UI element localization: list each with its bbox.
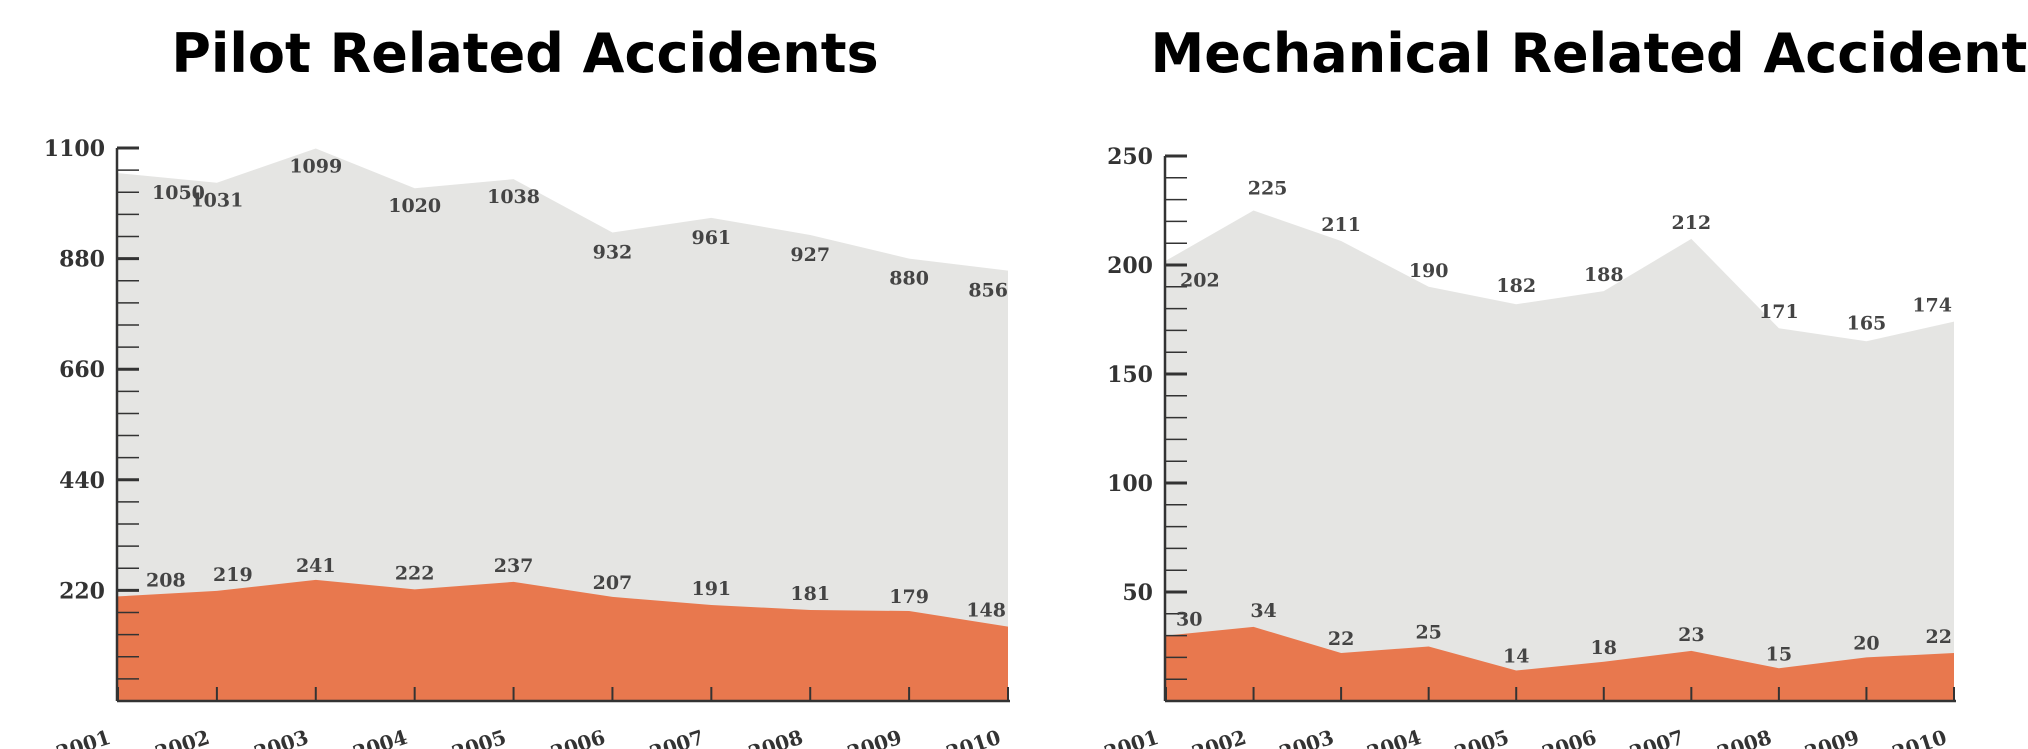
mechanical-related-area	[1166, 626, 1954, 701]
pilot-total-value-label: 856	[968, 280, 1008, 302]
mechanical-y-tick-label: 100	[1107, 471, 1153, 497]
pilot-y-tick-label: 880	[59, 247, 105, 273]
pilot-total-value-label: 1099	[289, 156, 342, 178]
pilot-related-value-label: 181	[790, 583, 830, 605]
mechanical-x-tick-label: 2009	[1802, 725, 1862, 749]
pilot-total-value-label: 961	[691, 227, 731, 249]
mechanical-total-value-label: 188	[1584, 264, 1624, 286]
pilot-total-value-label: 1050	[152, 182, 205, 204]
pilot-y-tick-label: 220	[59, 578, 105, 604]
mechanical-x-tick-label: 2006	[1539, 725, 1599, 749]
mechanical-related-value-label: 30	[1176, 609, 1202, 631]
mechanical-related-value-label: 23	[1678, 624, 1704, 646]
mechanical-x-tick-label: 2004	[1364, 725, 1424, 749]
pilot-chart-title: Pilot Related Accidents	[171, 22, 879, 85]
mechanical-total-value-label: 190	[1409, 260, 1449, 282]
mechanical-total-value-label: 174	[1912, 295, 1952, 317]
mechanical-y-tick-label: 200	[1107, 253, 1153, 279]
mechanical-total-value-label: 165	[1847, 312, 1887, 334]
mechanical-x-tick-label: 2001	[1101, 725, 1161, 749]
mechanical-total-value-label: 225	[1248, 178, 1288, 200]
pilot-total-value-label: 880	[889, 268, 929, 290]
pilot-related-area	[118, 579, 1008, 701]
pilot-total-area	[118, 148, 1008, 701]
mechanical-related-value-label: 20	[1853, 632, 1879, 654]
mechanical-total-value-label: 212	[1671, 212, 1711, 234]
mechanical-total-value-label: 171	[1759, 301, 1799, 323]
pilot-related-value-label: 191	[691, 578, 731, 600]
mechanical-x-tick-label: 2010	[1889, 725, 1949, 749]
pilot-total-value-label: 1020	[388, 195, 441, 217]
mechanical-total-area	[1166, 210, 1954, 701]
pilot-related-value-label: 241	[296, 555, 336, 577]
pilot-related-value-label: 237	[494, 555, 534, 577]
pilot-related-value-label: 208	[146, 569, 186, 591]
pilot-total-value-label: 1031	[190, 190, 243, 212]
pilot-related-value-label: 207	[593, 572, 633, 594]
pilot-related-value-label: 219	[213, 564, 253, 586]
pilot-y-tick-label: 1100	[44, 136, 105, 162]
pilot-total-value-label: 927	[790, 244, 830, 266]
mechanical-related-value-label: 22	[1328, 628, 1354, 650]
mechanical-x-tick-label: 2007	[1627, 725, 1687, 749]
pilot-y-tick-label: 660	[59, 357, 105, 383]
mechanical-x-tick-label: 2005	[1451, 725, 1511, 749]
pilot-total-value-label: 1038	[487, 186, 540, 208]
pilot-related-value-label: 179	[889, 586, 929, 608]
pilot-related-value-label: 222	[395, 562, 435, 584]
mechanical-x-tick-label: 2002	[1189, 725, 1249, 749]
mechanical-total-value-label: 202	[1180, 270, 1220, 292]
mechanical-y-tick-label: 150	[1107, 362, 1153, 388]
mechanical-related-value-label: 14	[1503, 645, 1529, 667]
mechanical-related-value-label: 34	[1250, 600, 1276, 622]
mechanical-related-value-label: 25	[1415, 622, 1441, 644]
mechanical-x-tick-label: 2003	[1276, 725, 1336, 749]
mechanical-total-value-label: 211	[1321, 214, 1361, 236]
mechanical-x-tick-label: 2008	[1714, 725, 1774, 749]
pilot-total-value-label: 932	[593, 241, 633, 263]
mechanical-chart-title: Mechanical Related Accidents	[1150, 22, 2028, 85]
mechanical-total-value-label: 182	[1496, 275, 1536, 297]
mechanical-y-tick-label: 50	[1122, 580, 1153, 606]
mechanical-related-value-label: 15	[1766, 643, 1792, 665]
mechanical-related-value-label: 22	[1926, 626, 1952, 648]
mechanical-related-value-label: 18	[1591, 637, 1617, 659]
pilot-y-tick-label: 440	[59, 468, 105, 494]
mechanical-y-tick-label: 250	[1107, 144, 1153, 170]
pilot-related-value-label: 148	[966, 600, 1006, 622]
